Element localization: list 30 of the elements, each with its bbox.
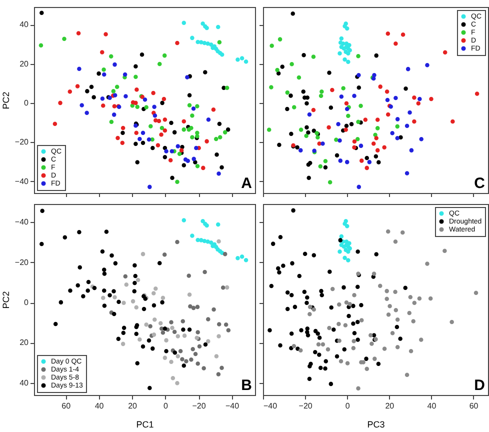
x-tick-label: 60 bbox=[62, 402, 72, 410]
y-tick-label: −40 bbox=[14, 176, 30, 186]
y-tick-label: −20 bbox=[14, 258, 30, 267]
annotation: D bbox=[474, 377, 486, 394]
y-tick-label: 40 bbox=[20, 378, 30, 388]
y-tick-label: 40 bbox=[20, 20, 30, 30]
x-tick-label: 20 bbox=[128, 402, 138, 410]
x-tick-label: −40 bbox=[264, 402, 278, 410]
x-tick-label: 60 bbox=[469, 402, 479, 410]
y-axis-title: PC2 bbox=[0, 291, 11, 309]
x-tick-label: 40 bbox=[427, 402, 437, 410]
y-tick-label: −20 bbox=[14, 138, 30, 147]
x-tick-label: 20 bbox=[385, 402, 395, 410]
annotation: A bbox=[241, 175, 252, 192]
x-tick-label: −20 bbox=[298, 402, 313, 410]
x-tick-label: 40 bbox=[94, 402, 104, 410]
y-tick-label: 20 bbox=[20, 338, 30, 348]
x-tick-label: −40 bbox=[225, 402, 240, 410]
y-tick-label: −40 bbox=[14, 218, 30, 227]
y-axis-title: PC2 bbox=[0, 92, 11, 110]
y-tick-label: 0 bbox=[24, 98, 30, 108]
x-tick-label: 0 bbox=[345, 402, 350, 410]
y-tick-label: 20 bbox=[20, 59, 30, 68]
x-tick-label: −20 bbox=[192, 402, 206, 410]
x-axis-title: PC3 bbox=[367, 420, 385, 430]
x-axis-title: PC1 bbox=[136, 420, 154, 430]
annotation: B bbox=[241, 377, 252, 394]
x-tick-label: 0 bbox=[164, 402, 169, 410]
annotation: C bbox=[474, 175, 486, 192]
y-tick-label: 0 bbox=[24, 298, 30, 308]
